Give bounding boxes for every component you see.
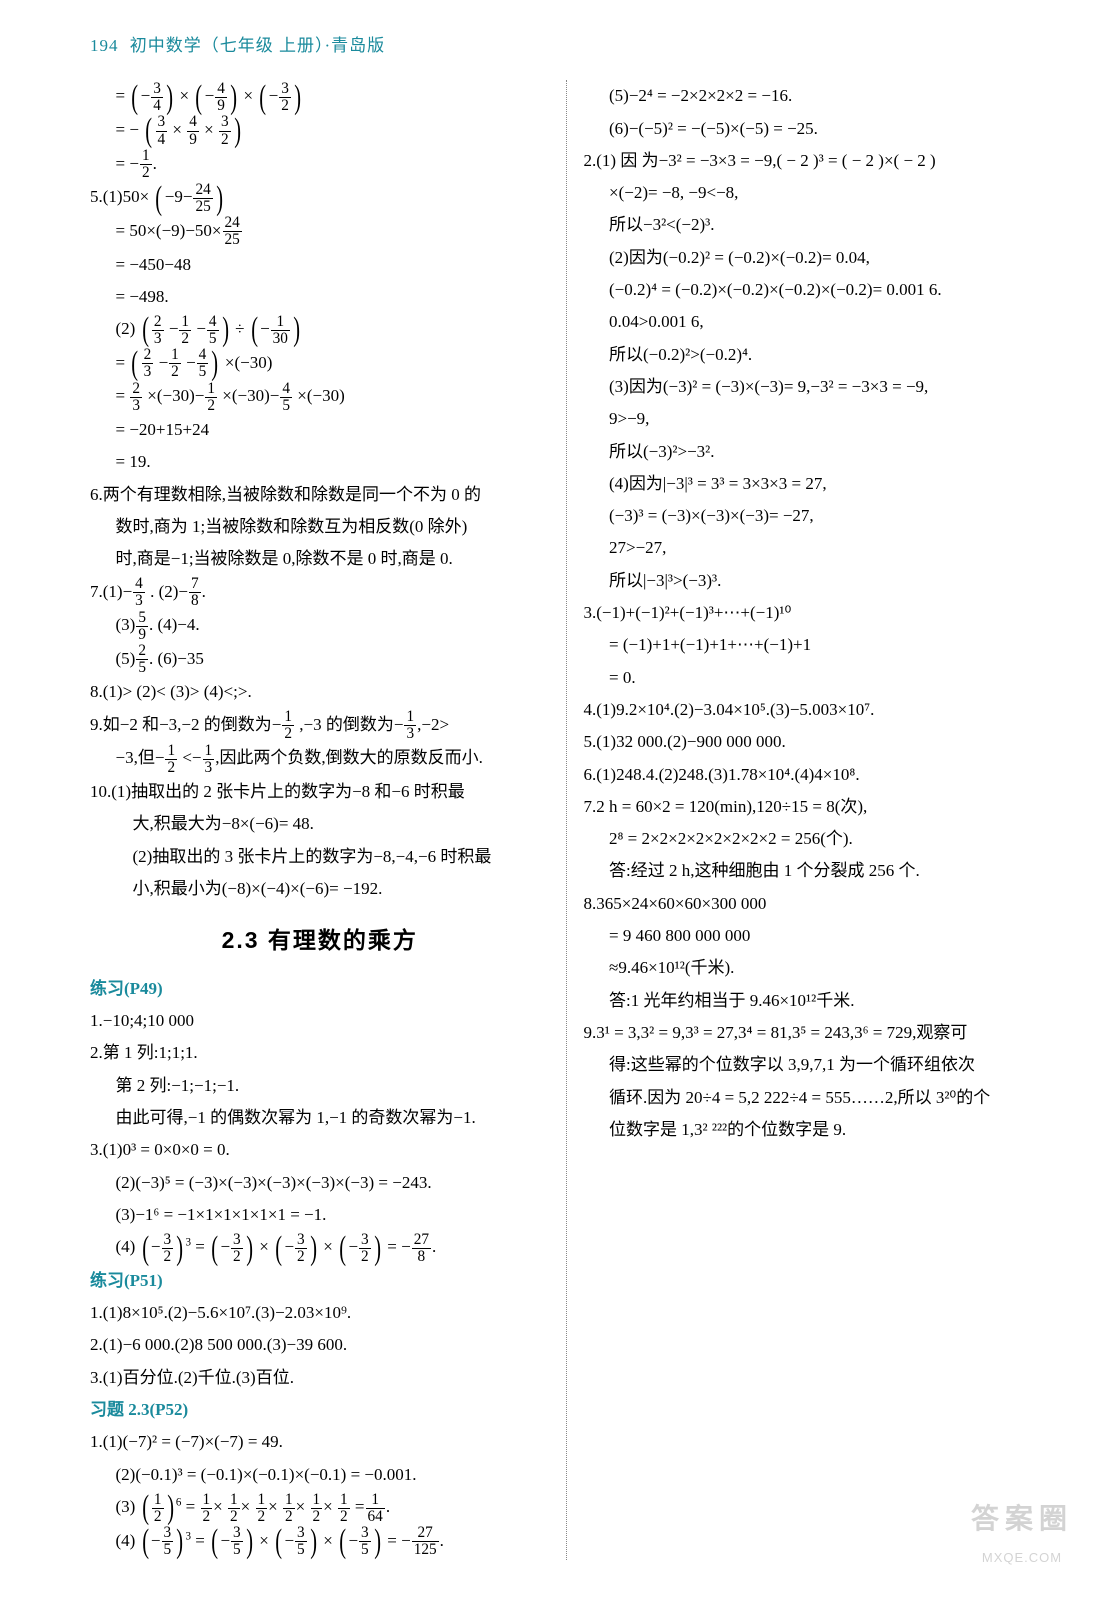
text-line: 所以(−3)²>−3². bbox=[584, 436, 1044, 468]
text-line: = 0. bbox=[584, 662, 1044, 694]
problem-7: 7.(1)−43 . (2)−78. bbox=[90, 576, 550, 610]
text-line: 位数字是 1,3² ²²²的个位数字是 9. bbox=[584, 1114, 1044, 1146]
exercise-label-p49: 练习(P49) bbox=[90, 973, 550, 1005]
xt-6: 6.(1)248.4.(2)248.(3)1.78×10⁴.(4)4×10⁸. bbox=[584, 759, 1044, 791]
text-line: (5)25. (6)−35 bbox=[90, 643, 550, 677]
watermark-url: MXQE.COM bbox=[971, 1546, 1073, 1571]
eq-line: = 50×(−9)−50×2425 bbox=[90, 215, 550, 249]
problem-8: 8.(1)> (2)< (3)> (4)<;>. bbox=[90, 676, 550, 708]
text-line: ×(−2)= −8, −9<−8, bbox=[584, 177, 1044, 209]
text-line: (2)(−0.1)³ = (−0.1)×(−0.1)×(−0.1) = −0.0… bbox=[90, 1459, 550, 1491]
ex51-3: 3.(1)百分位.(2)千位.(3)百位. bbox=[90, 1362, 550, 1394]
exercise-label-p51: 练习(P51) bbox=[90, 1265, 550, 1297]
problem-5-2: (2) (23 −12 −45) ÷ (−130) bbox=[90, 313, 550, 347]
text-line: 第 2 列:−1;−1;−1. bbox=[90, 1070, 550, 1102]
eq-line: = (23 −12 −45) ×(−30) bbox=[90, 347, 550, 381]
eq-line: (4) (−32)3 = (−32) × (−32) × (−32) = −27… bbox=[90, 1231, 550, 1265]
page-header: 194 初中数学（七年级 上册）·青岛版 bbox=[90, 30, 1043, 62]
text-line: 2⁸ = 2×2×2×2×2×2×2×2 = 256(个). bbox=[584, 823, 1044, 855]
eq-line: = −12. bbox=[90, 148, 550, 182]
text-line: 所以(−0.2)²>(−0.2)⁴. bbox=[584, 339, 1044, 371]
page-title: 初中数学（七年级 上册）·青岛版 bbox=[130, 36, 385, 55]
xt-3: 3.(−1)+(−1)²+(−1)³+⋯+(−1)¹⁰ bbox=[584, 597, 1044, 629]
eq-line: = − (34 × 49 × 32) bbox=[90, 114, 550, 148]
section-title: 2.3 有理数的乘方 bbox=[90, 919, 550, 963]
text-line: = (−1)+1+(−1)+1+⋯+(−1)+1 bbox=[584, 629, 1044, 661]
text-line: (6)−(−5)² = −(−5)×(−5) = −25. bbox=[584, 113, 1044, 145]
xt-9: 9.3¹ = 3,3² = 9,3³ = 27,3⁴ = 81,3⁵ = 243… bbox=[584, 1017, 1044, 1049]
text-line: 9>−9, bbox=[584, 403, 1044, 435]
text-line: (3)59. (4)−4. bbox=[90, 609, 550, 643]
xt-4: 4.(1)9.2×10⁴.(2)−3.04×10⁵.(3)−5.003×10⁷. bbox=[584, 694, 1044, 726]
eq-line: = −20+15+24 bbox=[90, 414, 550, 446]
eq-line: = 23 ×(−30)−12 ×(−30)−45 ×(−30) bbox=[90, 380, 550, 414]
text-line: 答:经过 2 h,这种细胞由 1 个分裂成 256 个. bbox=[584, 855, 1044, 887]
text-line: 由此可得,−1 的偶数次幂为 1,−1 的奇数次幂为−1. bbox=[90, 1102, 550, 1134]
eq-line: = 19. bbox=[90, 446, 550, 478]
text-line: (2)因为(−0.2)² = (−0.2)×(−0.2)= 0.04, bbox=[584, 242, 1044, 274]
xt-8: 8.365×24×60×60×300 000 bbox=[584, 888, 1044, 920]
text-line: 大,积最大为−8×(−6)= 48. bbox=[90, 808, 550, 840]
text-line: (2)抽取出的 3 张卡片上的数字为−8,−4,−6 时积最 bbox=[90, 841, 550, 873]
content-columns: = (−34) × (−49) × (−32) = − (34 × 49 × 3… bbox=[90, 80, 1043, 1560]
text-line: 数时,商为 1;当被除数和除数互为相反数(0 除外) bbox=[90, 511, 550, 543]
problem-6: 6.两个有理数相除,当被除数和除数是同一个不为 0 的 bbox=[90, 479, 550, 511]
watermark: 答案圈 MXQE.COM bbox=[971, 1492, 1073, 1570]
text-line: 得:这些幂的个位数字以 3,9,7,1 为一个循环组依次 bbox=[584, 1049, 1044, 1081]
problem-10: 10.(1)抽取出的 2 张卡片上的数字为−8 和−6 时积最 bbox=[90, 776, 550, 808]
xt-5: 5.(1)32 000.(2)−900 000 000. bbox=[584, 726, 1044, 758]
text-line: ≈9.46×10¹²(千米). bbox=[584, 952, 1044, 984]
text-line: (−3)³ = (−3)×(−3)×(−3)= −27, bbox=[584, 500, 1044, 532]
text-line: (5)−2⁴ = −2×2×2×2 = −16. bbox=[584, 80, 1044, 112]
ex49-1: 1.−10;4;10 000 bbox=[90, 1005, 550, 1037]
text-line: (−0.2)⁴ = (−0.2)×(−0.2)×(−0.2)×(−0.2)= 0… bbox=[584, 274, 1044, 306]
eq-line: = (−34) × (−49) × (−32) bbox=[90, 80, 550, 114]
text-line: 27>−27, bbox=[584, 532, 1044, 564]
problem-5: 5.(1)50× (−9−2425) bbox=[90, 181, 550, 215]
exercise-label-xt23: 习题 2.3(P52) bbox=[90, 1394, 550, 1426]
ex51-2: 2.(1)−6 000.(2)8 500 000.(3)−39 600. bbox=[90, 1329, 550, 1361]
text-line: (4)因为|−3|³ = 3³ = 3×3×3 = 27, bbox=[584, 468, 1044, 500]
eq-line: = −498. bbox=[90, 281, 550, 313]
text-line: −3,但−12 <−13,因此两个负数,倒数大的原数反而小. bbox=[90, 742, 550, 776]
xt-1: 1.(1)(−7)² = (−7)×(−7) = 49. bbox=[90, 1426, 550, 1458]
xt-7: 7.2 h = 60×2 = 120(min),120÷15 = 8(次), bbox=[584, 791, 1044, 823]
watermark-text: 答案圈 bbox=[971, 1492, 1073, 1545]
text-line: 小,积最小为(−8)×(−4)×(−6)= −192. bbox=[90, 873, 550, 905]
eq-line: = −450−48 bbox=[90, 249, 550, 281]
eq-line: (4) (−35)3 = (−35) × (−35) × (−35) = −27… bbox=[90, 1525, 550, 1559]
text-line: = 9 460 800 000 000 bbox=[584, 920, 1044, 952]
text-line: 时,商是−1;当被除数是 0,除数不是 0 时,商是 0. bbox=[90, 543, 550, 575]
text-line: 0.04>0.001 6, bbox=[584, 306, 1044, 338]
ex49-2: 2.第 1 列:1;1;1. bbox=[90, 1037, 550, 1069]
ex51-1: 1.(1)8×10⁵.(2)−5.6×10⁷.(3)−2.03×10⁹. bbox=[90, 1297, 550, 1329]
eq-line: (3) (12)6 = 12× 12× 12× 12× 12× 12 =164. bbox=[90, 1491, 550, 1525]
text-line: 循环.因为 20÷4 = 5,2 222÷4 = 555……2,所以 3²⁰的个 bbox=[584, 1082, 1044, 1114]
problem-9: 9.如−2 和−3,−2 的倒数为−12 ,−3 的倒数为−13,−2> bbox=[90, 709, 550, 743]
text-line: (3)−1⁶ = −1×1×1×1×1×1 = −1. bbox=[90, 1199, 550, 1231]
text-line: 所以−3²<(−2)³. bbox=[584, 209, 1044, 241]
text-line: 所以|−3|³>(−3)³. bbox=[584, 565, 1044, 597]
text-line: (2)(−3)⁵ = (−3)×(−3)×(−3)×(−3)×(−3) = −2… bbox=[90, 1167, 550, 1199]
page-number: 194 bbox=[90, 36, 119, 55]
xt-2: 2.(1) 因 为−3² = −3×3 = −9,( − 2 )³ = ( − … bbox=[584, 145, 1044, 177]
text-line: 答:1 光年约相当于 9.46×10¹²千米. bbox=[584, 985, 1044, 1017]
ex49-3: 3.(1)0³ = 0×0×0 = 0. bbox=[90, 1134, 550, 1166]
text-line: (3)因为(−3)² = (−3)×(−3)= 9,−3² = −3×3 = −… bbox=[584, 371, 1044, 403]
